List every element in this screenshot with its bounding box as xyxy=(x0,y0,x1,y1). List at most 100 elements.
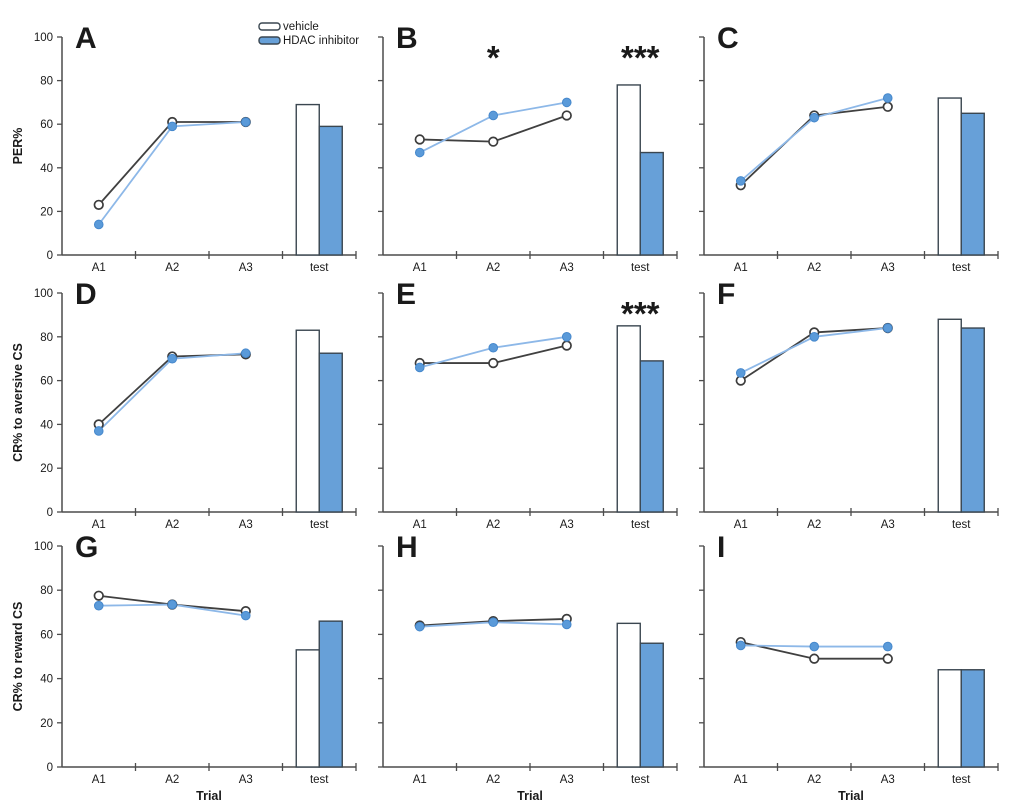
x-category-label: A1 xyxy=(413,519,427,531)
x-category-label: test xyxy=(952,519,971,531)
x-category-label: test xyxy=(631,262,650,274)
hdac-line xyxy=(98,352,246,432)
x-category-label: A3 xyxy=(239,262,253,274)
panel-letter: G xyxy=(75,531,98,564)
y-tick-label: 60 xyxy=(40,629,53,641)
hdac-marker xyxy=(882,641,893,652)
x-category-label: test xyxy=(631,774,650,786)
vehicle-marker xyxy=(561,340,572,351)
x-axis-title: Trial xyxy=(517,789,543,803)
x-category-label: A3 xyxy=(560,262,574,274)
hdac-test-bar xyxy=(960,112,985,256)
hdac-marker xyxy=(167,353,178,364)
y-tick-label: 0 xyxy=(47,250,53,262)
hdac-line xyxy=(98,121,246,226)
panel-letter: I xyxy=(717,531,725,564)
y-tick-label: 40 xyxy=(40,674,53,686)
vehicle-marker xyxy=(414,134,425,145)
panel-letter: B xyxy=(396,22,418,55)
panel-C: A1 A2 A3 test C xyxy=(699,22,999,274)
legend-swatch-hdac xyxy=(258,36,281,45)
y-tick-label: 60 xyxy=(40,376,53,388)
legend-label: HDAC inhibitor xyxy=(283,35,359,47)
panel-letter: H xyxy=(396,531,418,564)
vehicle-test-bar xyxy=(937,669,962,768)
x-category-label: test xyxy=(310,262,329,274)
x-axis-title: Trial xyxy=(838,789,864,803)
vehicle-test-bar xyxy=(616,325,641,513)
hdac-marker xyxy=(561,619,572,630)
vehicle-marker xyxy=(809,653,820,664)
x-category-label: A1 xyxy=(734,262,748,274)
x-category-label: test xyxy=(952,262,971,274)
hdac-marker xyxy=(735,640,746,651)
hdac-test-bar xyxy=(639,151,664,256)
vehicle-marker xyxy=(882,653,893,664)
hdac-marker xyxy=(809,641,820,652)
vehicle-marker xyxy=(488,136,499,147)
hdac-marker xyxy=(93,219,104,230)
panel-G: 0 20 40 60 80 100 A1 A2 A3 test G CR% to reward CS T… xyxy=(11,531,357,803)
x-category-label: A1 xyxy=(92,774,106,786)
vehicle-test-bar xyxy=(295,103,320,256)
vehicle-marker xyxy=(488,357,499,369)
y-tick-label: 40 xyxy=(40,419,53,431)
x-category-label: A1 xyxy=(734,519,748,531)
hdac-marker xyxy=(240,610,251,621)
hdac-marker xyxy=(414,147,425,158)
panel-letter: A xyxy=(75,22,97,55)
x-category-label: A3 xyxy=(560,519,574,531)
legend-label: vehicle xyxy=(283,21,319,33)
y-tick-label: 40 xyxy=(40,163,53,175)
x-category-label: A2 xyxy=(486,262,500,274)
x-category-label: A2 xyxy=(165,519,179,531)
x-category-label: test xyxy=(631,519,650,531)
legend-swatch-vehicle xyxy=(258,22,281,31)
panel-letter: F xyxy=(717,278,735,311)
hdac-marker xyxy=(882,323,893,333)
x-category-label: test xyxy=(310,519,329,531)
panel-letter: E xyxy=(396,278,416,311)
hdac-marker xyxy=(735,176,746,186)
y-axis-title: CR% to aversive CS xyxy=(11,343,25,462)
hdac-test-bar xyxy=(318,352,343,513)
y-tick-label: 80 xyxy=(40,585,53,597)
y-tick-label: 100 xyxy=(34,32,53,44)
vehicle-test-bar xyxy=(937,97,962,256)
hdac-marker xyxy=(735,368,746,378)
hdac-test-bar xyxy=(639,642,664,768)
x-category-label: A2 xyxy=(807,519,821,531)
hdac-marker xyxy=(561,97,572,108)
x-category-label: A3 xyxy=(239,774,253,786)
legend: vehicle HDAC inhibitor xyxy=(258,21,359,47)
vehicle-marker xyxy=(561,110,572,121)
vehicle-marker xyxy=(882,101,893,112)
vehicle-test-bar xyxy=(616,622,641,768)
y-tick-label: 60 xyxy=(40,119,53,131)
x-category-label: test xyxy=(952,774,971,786)
vehicle-line xyxy=(98,353,246,426)
x-category-label: A1 xyxy=(413,262,427,274)
y-tick-label: 0 xyxy=(47,507,53,519)
x-category-label: A3 xyxy=(881,519,895,531)
x-category-label: A2 xyxy=(165,774,179,786)
x-category-label: test xyxy=(310,774,329,786)
x-axis-title: Trial xyxy=(196,789,222,803)
panel-letter: D xyxy=(75,278,97,311)
panel-A: 0 20 40 60 80 100 A1 A2 A3 test A PER% xyxy=(11,22,357,274)
hdac-test-bar xyxy=(960,327,985,513)
x-category-label: A2 xyxy=(486,774,500,786)
vehicle-test-bar xyxy=(937,318,962,513)
vehicle-marker xyxy=(93,199,104,211)
hdac-marker xyxy=(167,599,178,610)
panel-H: A1 A2 A3 test H Trial xyxy=(378,531,678,803)
hdac-marker xyxy=(809,112,820,123)
hdac-marker xyxy=(488,617,499,628)
significance-stars: *** xyxy=(621,39,660,76)
x-category-label: A1 xyxy=(734,774,748,786)
hdac-marker xyxy=(882,93,893,103)
hdac-marker xyxy=(809,332,820,342)
y-tick-label: 20 xyxy=(40,718,53,730)
y-tick-label: 20 xyxy=(40,463,53,475)
